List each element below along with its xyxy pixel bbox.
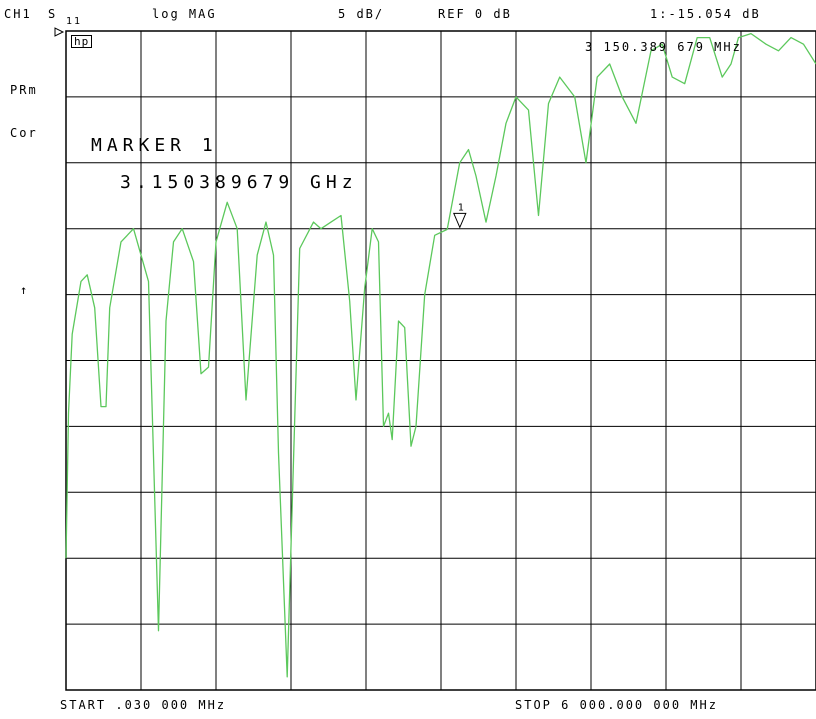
scale-label: 5 dB/ [338, 7, 385, 21]
cor-label: Cor [10, 126, 38, 140]
marker-box-value: 3.150389679 GHz [120, 172, 358, 193]
reference-arrow-icon: ↑ [20, 283, 30, 297]
marker-readout: 1:-15.054 dB [650, 7, 761, 21]
markers: 1 [453, 202, 467, 229]
trace-s11 [65, 32, 816, 678]
reference-position-triangle [54, 27, 65, 37]
marker-frequency-readout: 3 150.389 679 MHz [585, 40, 742, 54]
graticule [66, 31, 816, 690]
param-subscript: 11 [66, 16, 83, 27]
hp-logo: hp [71, 35, 93, 48]
start-frequency: START .030 000 MHz [60, 698, 227, 712]
reference-label: REF 0 dB [438, 7, 512, 21]
marker-triangle [453, 212, 467, 229]
stop-frequency: STOP 6 000.000 000 MHz [515, 698, 718, 712]
marker-box-title: MARKER 1 [91, 135, 218, 156]
param-label: S [48, 7, 58, 21]
format-label: log MAG [152, 7, 217, 21]
marker-number-label: 1 [458, 202, 464, 213]
channel-label: CH1 [4, 7, 32, 21]
prm-label: PRm [10, 83, 38, 97]
